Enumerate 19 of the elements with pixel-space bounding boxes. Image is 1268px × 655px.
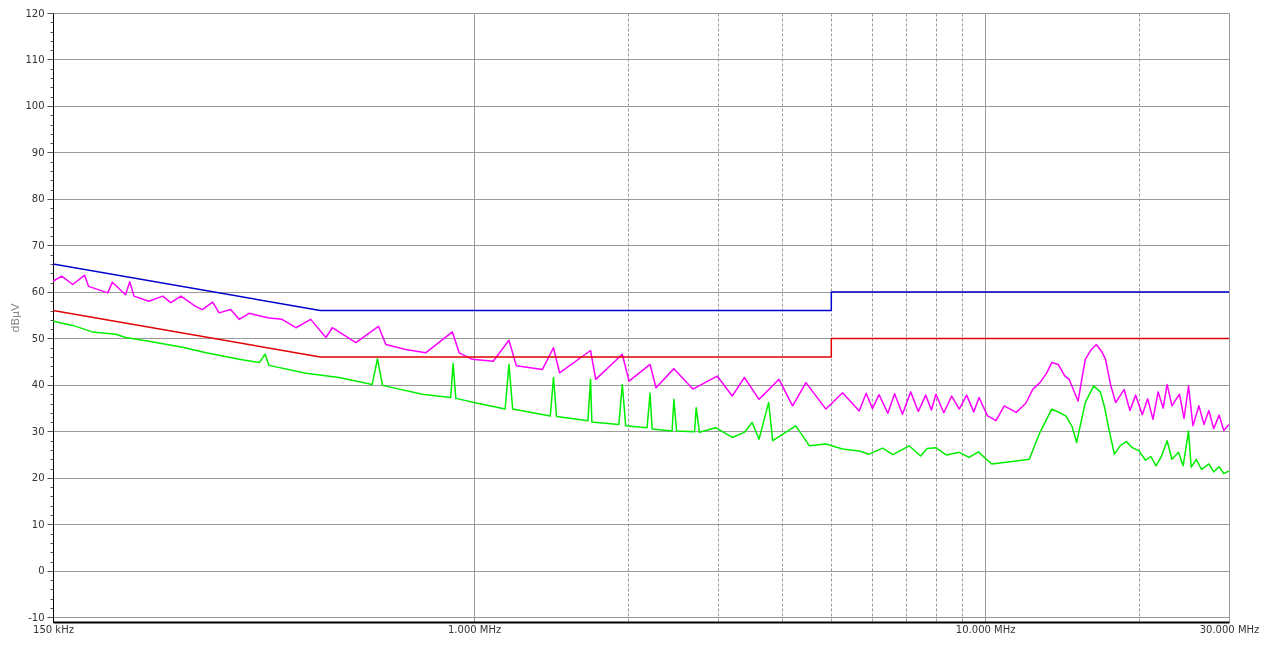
x-tick-label: 1.000 MHz xyxy=(447,623,502,635)
y-tick-label: 20 xyxy=(31,472,45,484)
y-tick-label: 90 xyxy=(31,146,45,158)
y-tick-label: 0 xyxy=(38,565,45,577)
y-tick-label: 100 xyxy=(25,100,45,112)
x-tick-label: 30.000 MHz xyxy=(1199,623,1260,635)
y-tick-label: 70 xyxy=(31,239,45,251)
y-tick-label: 120 xyxy=(25,7,45,19)
y-tick-label: 50 xyxy=(31,332,45,344)
y-tick-label: 110 xyxy=(25,53,45,65)
y-tick-label: 10 xyxy=(31,518,45,530)
y-tick-label: -10 xyxy=(28,611,45,623)
y-tick-label: 30 xyxy=(31,425,45,437)
y-tick-label: 60 xyxy=(31,286,45,298)
y-tick-label: 80 xyxy=(31,193,45,205)
x-tick-label: 10.000 MHz xyxy=(955,623,1016,635)
y-axis-title: dBµV xyxy=(9,303,23,333)
x-tick-label: 150 kHz xyxy=(33,623,74,635)
y-tick-label: 40 xyxy=(31,379,45,391)
